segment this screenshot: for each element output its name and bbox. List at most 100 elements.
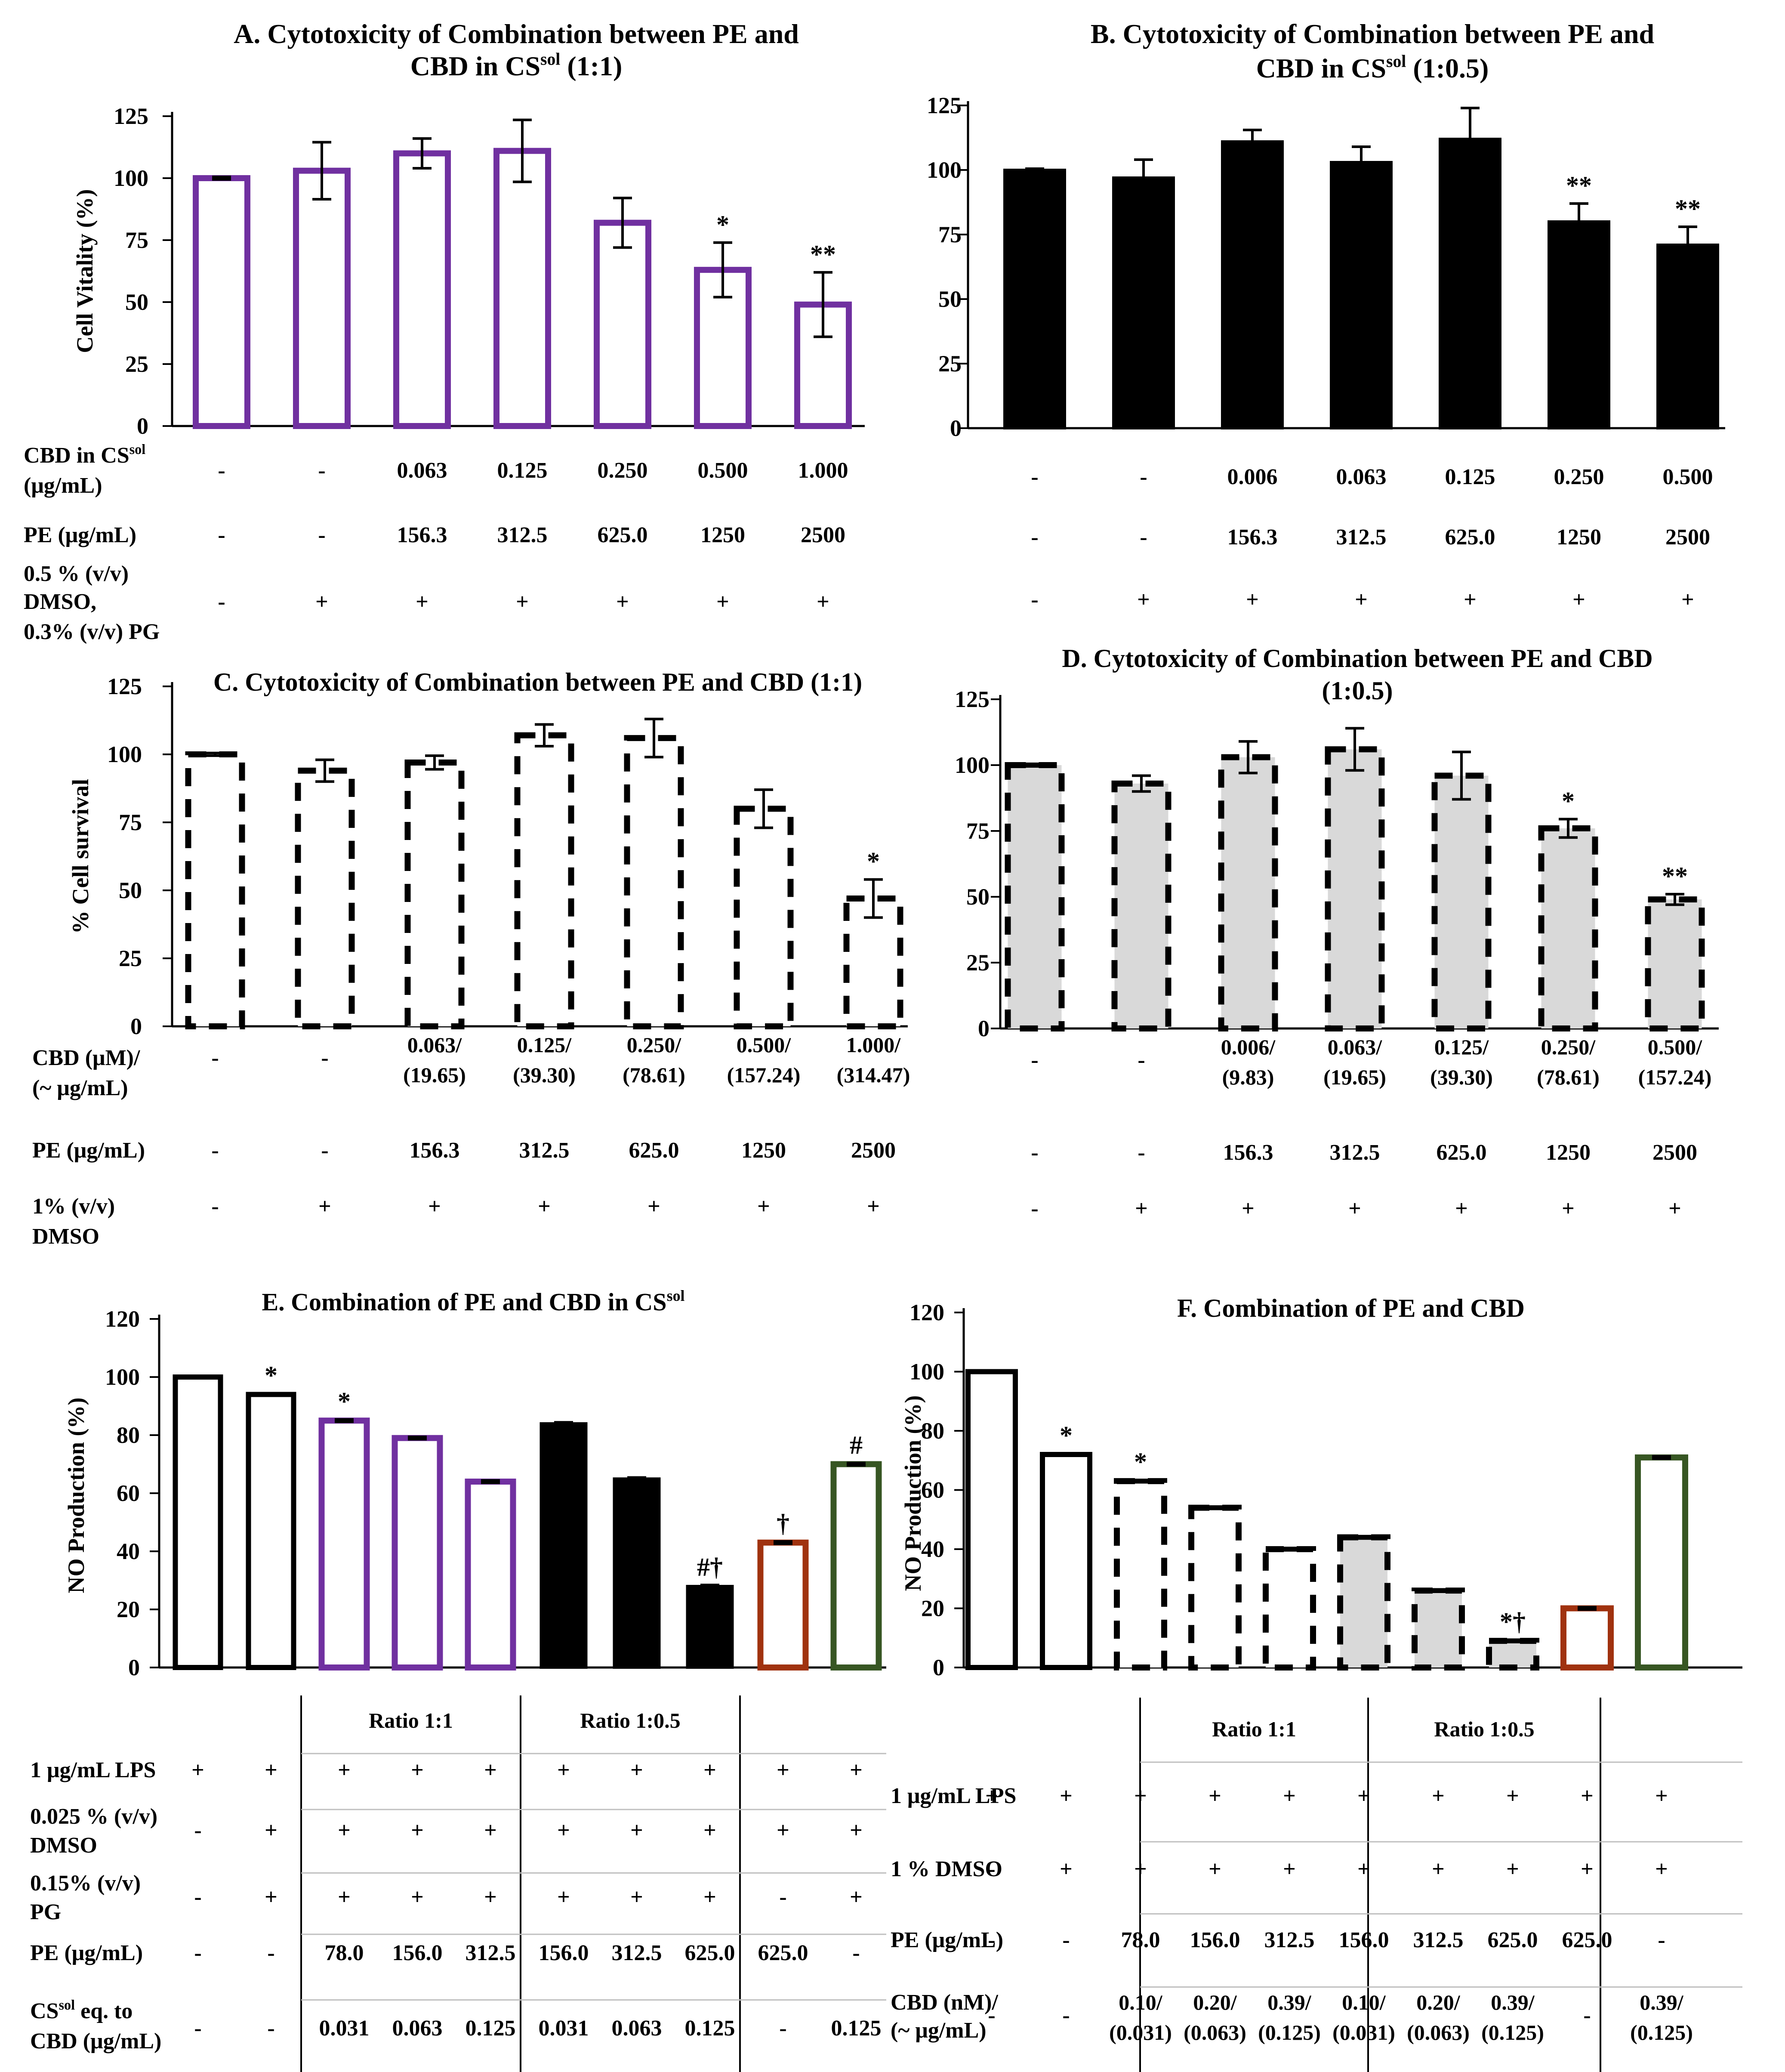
table-cell: +	[777, 1818, 789, 1843]
y-axis-label: NO Production (%)	[900, 1396, 926, 1591]
bar	[185, 751, 245, 1029]
table-cell: +	[716, 590, 729, 614]
panel-b: B. Cytotoxicity of Combination between P…	[927, 19, 1725, 612]
table-cell: -	[318, 458, 325, 483]
panel-d: D. Cytotoxicity of Combination between P…	[955, 644, 1719, 1221]
bar	[514, 732, 574, 1029]
row-label-line2: (~ μg/mL)	[32, 1076, 128, 1100]
table-cell: +	[338, 1818, 351, 1843]
table-cell: 0.125	[685, 2016, 735, 2041]
table-cell: -	[1031, 525, 1038, 550]
bar	[540, 1422, 588, 1669]
bar	[613, 1477, 661, 1669]
row-label-sup: sol	[129, 442, 146, 457]
table-cell: -	[321, 1138, 328, 1163]
table-cell: -	[194, 1885, 201, 1909]
table-cell: +	[1506, 1784, 1519, 1808]
table-cell: +	[428, 1194, 441, 1219]
row-label: CBD in CSsol	[24, 442, 145, 468]
table-cell: 2500	[1652, 1140, 1697, 1165]
table-cell: +	[777, 1758, 789, 1782]
table-cell: +	[1208, 1857, 1221, 1881]
table-cell: 0.500	[698, 458, 748, 483]
table-cell: 0.39/	[1640, 1990, 1684, 2014]
table-cell: -	[211, 1194, 219, 1219]
table-cell: +	[338, 1758, 351, 1782]
table-cell: 1.000	[798, 458, 848, 483]
table-cell: 625.0	[1562, 1928, 1612, 1952]
table-cell: +	[630, 1758, 643, 1782]
table-cell: +	[484, 1885, 497, 1909]
y-tick-label: 60	[117, 1480, 140, 1506]
table-cell: +	[1283, 1857, 1296, 1881]
chart-title-line2-main: CBD in CS	[1256, 53, 1386, 83]
error-bar	[188, 1374, 207, 1380]
table-cell-line2: (0.125)	[1481, 2020, 1544, 2044]
table-cell: 0.063/	[407, 1033, 462, 1057]
table-cell: 0.20/	[1416, 1990, 1461, 2014]
error-bar	[513, 118, 532, 183]
error-bar	[408, 1436, 427, 1441]
y-axis-label: Cell Vitality (%)	[72, 189, 98, 353]
y-tick-label: 120	[105, 1306, 140, 1332]
table-cell: 0.125	[497, 458, 548, 483]
table-cell: +	[1246, 587, 1259, 612]
significance-label: #	[850, 1431, 863, 1459]
error-bar	[413, 137, 432, 170]
table-cell: +	[538, 1194, 551, 1219]
y-tick-label: 25	[966, 950, 990, 976]
bar	[1656, 244, 1719, 429]
bar	[246, 1392, 296, 1670]
significance-label: *	[1134, 1448, 1147, 1476]
table-cell: +	[1137, 587, 1150, 612]
y-tick-label: 75	[966, 818, 990, 844]
bar	[1003, 169, 1066, 429]
bar	[193, 175, 250, 429]
row-label-line2: DMSO	[30, 1833, 97, 1858]
table-cell: +	[1455, 1196, 1468, 1221]
table-cell: +	[616, 590, 629, 614]
table-cell: 625.0	[1488, 1928, 1538, 1952]
table-cell: 78.0	[325, 1941, 364, 1965]
row-label: 0.025 % (v/v)	[30, 1804, 157, 1829]
row-label-main: CS	[30, 1999, 59, 2023]
chart-title-sup: sol	[667, 1287, 685, 1304]
error-bar	[312, 141, 331, 201]
bar	[1337, 1534, 1390, 1671]
group-label: Ratio 1:1	[369, 1708, 453, 1732]
table-cell: -	[267, 2016, 274, 2041]
bar	[404, 759, 465, 1029]
bar	[1548, 220, 1610, 429]
y-tick-label: 125	[107, 673, 142, 699]
row-label: CBD (nM)/	[891, 1990, 998, 2015]
bar	[1560, 1605, 1614, 1671]
table-cell: -	[218, 458, 225, 483]
bar	[1431, 772, 1492, 1031]
table-cell: 0.031	[319, 2016, 370, 2041]
y-tick-label: 125	[114, 103, 148, 129]
significance-label: **	[1566, 171, 1592, 200]
table-cell: +	[1506, 1857, 1519, 1881]
table-cell: +	[867, 1194, 880, 1219]
table-cell: -	[194, 1941, 201, 1965]
row-label-main: CBD in CS	[24, 443, 129, 468]
significance-label: #†	[697, 1553, 723, 1581]
table-cell: 1250	[1557, 525, 1601, 550]
row-label: 1 μg/mL LPS	[891, 1784, 1016, 1808]
y-tick-label: 75	[125, 227, 148, 253]
table-cell: 0.063	[612, 2016, 662, 2041]
chart-title-line2-main: CBD in CS	[410, 51, 540, 81]
bar	[1486, 1638, 1539, 1671]
table-cell: -	[1031, 1048, 1038, 1072]
table-cell-line2: (39.30)	[513, 1063, 576, 1087]
significance-label: *	[1060, 1421, 1073, 1449]
table-cell: +	[1208, 1784, 1221, 1808]
table-cell: 156.0	[392, 1941, 443, 1965]
table-cell: +	[757, 1194, 770, 1219]
table-cell: +	[557, 1885, 570, 1909]
bar	[830, 1461, 882, 1671]
error-bar	[1569, 202, 1588, 241]
bar	[843, 895, 903, 1029]
chart-title: C. Cytotoxicity of Combination between P…	[213, 668, 862, 696]
significance-label: *	[1562, 787, 1575, 815]
